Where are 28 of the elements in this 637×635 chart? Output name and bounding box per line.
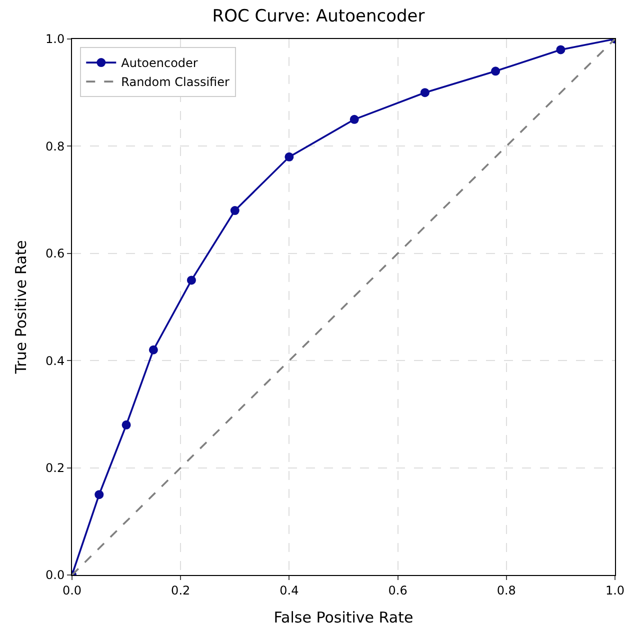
point [284,152,294,162]
y-tick-label: 1.0 [46,32,65,46]
y-tick-label: 0.8 [46,139,65,154]
point [420,88,430,98]
point [148,345,158,354]
point [556,45,566,54]
point [491,66,500,76]
legend-label: Random Classifier [121,75,230,90]
x-tick-label: 0.8 [496,583,516,598]
legend-label: Autoencoder [121,56,198,70]
x-axis-title: False Positive Rate [274,608,414,626]
x-tick-label: 1.0 [605,583,625,598]
y-tick-label: 0.0 [46,568,65,582]
point [230,206,240,216]
line-series [72,39,615,575]
y-axis-title: True Positive Rate [12,240,30,375]
x-tick-label: 0.0 [62,583,82,598]
point [94,490,104,500]
y-tick-label: 0.4 [46,354,65,368]
x-tick-label: 0.2 [171,583,190,598]
y-tick-label: 0.6 [46,246,65,261]
chart-title: ROC Curve: Autoencoder [212,6,425,26]
x-tick-label: 0.4 [280,583,299,598]
y-tick-label: 0.2 [46,461,65,475]
point [186,276,196,285]
point [122,420,131,430]
x-tick-label: 0.6 [388,583,408,598]
point [350,114,359,124]
